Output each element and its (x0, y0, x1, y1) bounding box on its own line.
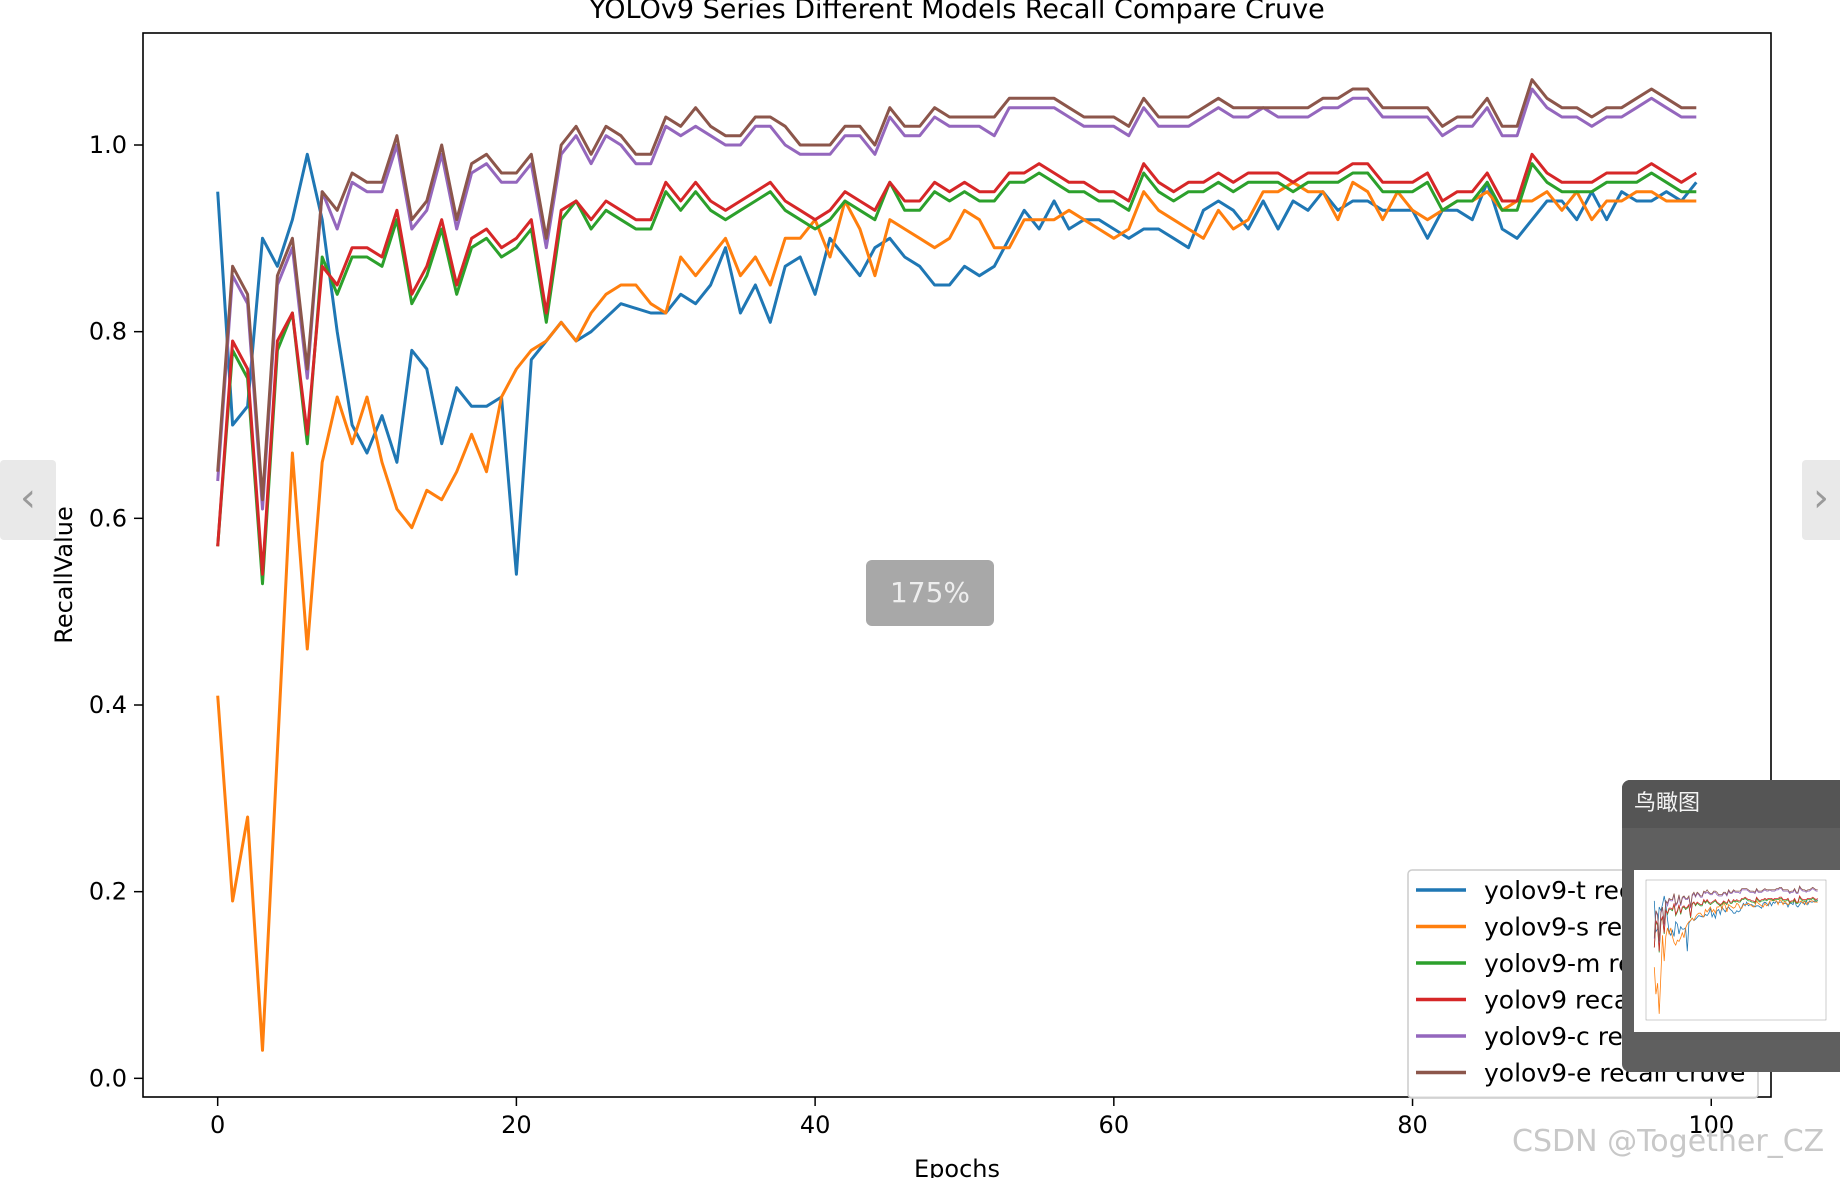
x-tick-label: 100 (1688, 1111, 1734, 1139)
minimap-series-line-1 (1653, 898, 1818, 1014)
series-line-3 (216, 152, 1698, 576)
watermark: CSDN @Together_CZ (1512, 1124, 1825, 1159)
x-tick-label: 40 (800, 1111, 831, 1139)
minimap-series-line-0 (1653, 895, 1819, 952)
chart-title: YOLOv9 Series Different Models Recall Co… (588, 0, 1324, 25)
next-image-button[interactable]: › (1802, 460, 1840, 540)
x-tick-label: 20 (501, 1111, 532, 1139)
x-tick-label: 0 (210, 1111, 225, 1139)
y-tick-label: 0.2 (89, 878, 127, 906)
minimap-frame (1645, 879, 1827, 1021)
y-tick-label: 1.0 (89, 131, 127, 159)
y-tick-label: 0.6 (89, 504, 127, 532)
minimap-title: 鸟瞰图 (1622, 780, 1840, 828)
prev-image-button[interactable]: ‹ (0, 460, 56, 540)
plot-frame (142, 32, 1772, 1098)
chevron-right-icon: › (1813, 475, 1829, 521)
x-axis-ticks: 0 20 40 60 80 100 (210, 1097, 1734, 1139)
chevron-left-icon: ‹ (20, 475, 36, 521)
minimap-series-line-5 (1653, 885, 1818, 942)
x-tick-label: 60 (1099, 1111, 1130, 1139)
series-line-0 (216, 152, 1698, 576)
series-line-4 (216, 87, 1697, 511)
series-line-2 (216, 162, 1697, 586)
x-tick-label: 80 (1397, 1111, 1428, 1139)
y-tick-label: 0.4 (89, 691, 127, 719)
series-line-5 (216, 78, 1697, 502)
y-tick-label: 0.8 (89, 318, 127, 346)
plot-marks (216, 78, 1698, 1052)
zoom-level-badge: 175% (866, 560, 994, 626)
minimap-panel[interactable]: 鸟瞰图 (1622, 780, 1840, 1072)
x-axis-label: Epochs (914, 1155, 1000, 1178)
minimap-thumbnail-chart (1645, 879, 1827, 1021)
y-axis-ticks: 0.0 0.2 0.4 0.6 0.8 1.0 (89, 131, 143, 1092)
minimap-series-line-3 (1653, 895, 1818, 952)
y-tick-label: 0.0 (89, 1064, 127, 1092)
minimap-thumbnail[interactable] (1634, 870, 1840, 1032)
